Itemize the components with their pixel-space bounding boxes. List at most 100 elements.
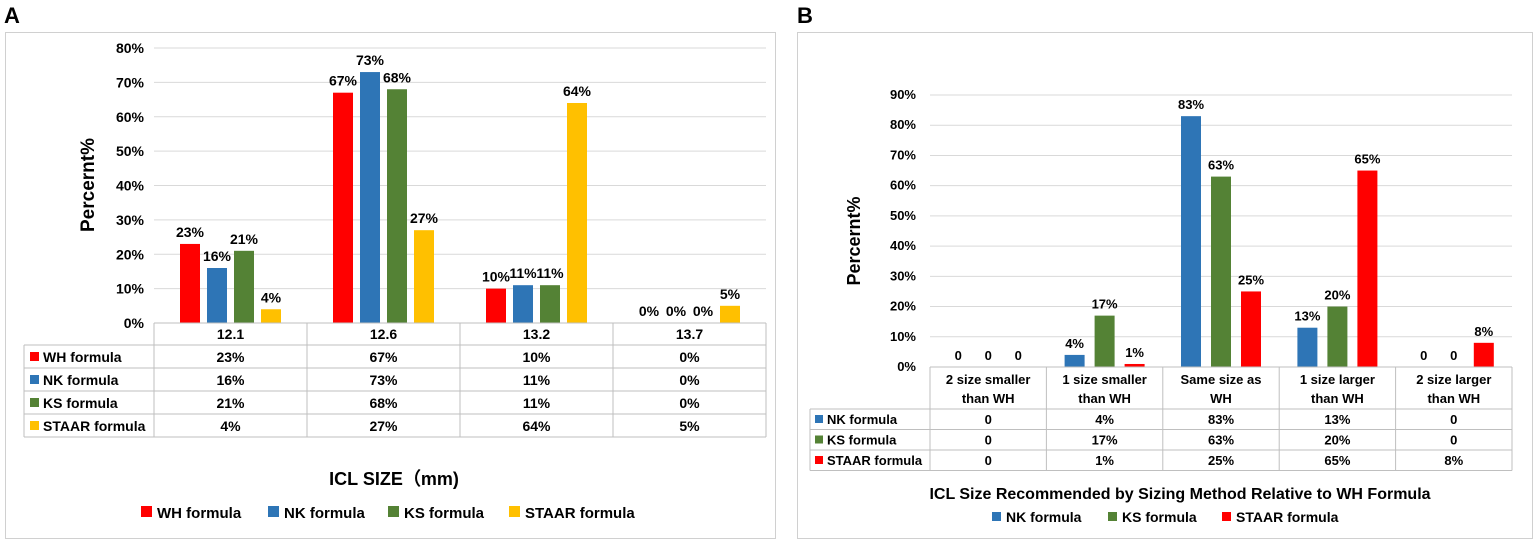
data-label: 8%: [1474, 324, 1493, 339]
x-tick-label-line1: 1 size smaller: [1062, 372, 1147, 387]
data-label: 0: [1420, 348, 1427, 363]
y-tick-label: 70%: [890, 147, 916, 162]
bar: [387, 89, 407, 323]
table-legend-key: [30, 398, 39, 407]
table-row-label: WH formula: [43, 349, 122, 365]
data-label: 5%: [720, 286, 741, 302]
data-label: 0%: [693, 303, 714, 319]
table-cell: 0: [1450, 433, 1457, 448]
bar: [180, 243, 200, 323]
x-tick-label-line1: Same size as: [1181, 372, 1262, 387]
data-label: 65%: [1354, 152, 1380, 167]
bar: [1327, 306, 1348, 367]
x-axis-title: ICL SIZE（mm): [329, 469, 459, 489]
data-label: 0%: [639, 303, 660, 319]
table-row-label: STAAR formula: [43, 418, 146, 434]
table-cell: 68%: [369, 395, 398, 411]
table-legend-key: [815, 415, 823, 423]
legend-key: [268, 506, 279, 517]
y-tick-label: 40%: [890, 238, 916, 253]
bar: [1181, 116, 1201, 368]
data-label: 67%: [329, 73, 358, 89]
legend-label: STAAR formula: [1236, 509, 1339, 525]
data-label: 4%: [1065, 336, 1084, 351]
table-legend-key: [30, 352, 39, 361]
bar: [1357, 170, 1378, 367]
legend-label: STAAR formula: [525, 505, 635, 522]
bar: [1094, 315, 1115, 367]
y-tick-label: 80%: [116, 40, 145, 56]
data-label: 4%: [261, 289, 282, 305]
table-cell: 17%: [1092, 433, 1118, 448]
table-row-label: KS formula: [43, 395, 118, 411]
data-label: 64%: [563, 83, 592, 99]
data-label: 27%: [410, 210, 439, 226]
bar: [207, 268, 227, 323]
bar: [720, 305, 740, 323]
x-tick-label: 13.2: [523, 326, 550, 342]
bar: [360, 72, 380, 323]
data-label: 1%: [1125, 345, 1144, 360]
bar: [1211, 176, 1231, 367]
legend-key: [388, 506, 399, 517]
data-label: 11%: [509, 265, 537, 281]
table-cell: 21%: [216, 395, 245, 411]
y-tick-label: 60%: [116, 109, 145, 125]
x-tick-label: 13.7: [676, 326, 703, 342]
table-cell: 65%: [1324, 453, 1350, 468]
legend-label: KS formula: [1122, 509, 1197, 525]
table-cell: 4%: [220, 418, 241, 434]
chart-panel-b: 0% 10% 20% 30% 40% 50% 60% 70% 80% 90% Percernt% 0 4…: [797, 32, 1533, 539]
data-label: 0: [955, 348, 962, 363]
y-tick-label: 0%: [897, 359, 916, 374]
x-axis-title: ICL Size Recommended by Sizing Method Re…: [929, 486, 1430, 503]
data-label: 0: [1450, 348, 1457, 363]
table-row-label: NK formula: [43, 372, 119, 388]
x-tick-label-line2: than WH: [1078, 391, 1131, 406]
table-legend-key: [815, 435, 823, 444]
bar: [540, 285, 560, 323]
data-label: 17%: [1092, 297, 1118, 312]
table-cell: 63%: [1208, 433, 1234, 448]
table-row-label: STAAR formula: [827, 453, 923, 468]
table-cell: 4%: [1095, 412, 1114, 427]
table-cell: 16%: [216, 372, 245, 388]
table-cell: 73%: [369, 372, 398, 388]
x-tick-label-line1: 2 size larger: [1416, 372, 1491, 387]
bar: [333, 92, 353, 323]
data-label: 68%: [383, 69, 412, 85]
data-label: 10%: [482, 269, 511, 285]
chart-panel-a: 0% 10% 20% 30% 40% 50% 60% 70% 80% Percernt% 23% 67…: [5, 32, 776, 539]
legend-key: [1108, 512, 1117, 521]
data-label: 16%: [203, 248, 232, 264]
x-tick-label-line1: 2 size smaller: [946, 372, 1031, 387]
y-tick-label: 60%: [890, 178, 916, 193]
data-label: 0: [985, 348, 992, 363]
bar: [1124, 363, 1145, 367]
panel-letter-a: A: [4, 3, 20, 28]
table-cell: 23%: [216, 349, 245, 365]
table-cell: 0%: [679, 372, 700, 388]
panel-letter-b: B: [797, 3, 813, 28]
table-cell: 1%: [1095, 453, 1114, 468]
x-tick-label: 12.1: [217, 326, 244, 342]
table-cell: 0%: [679, 395, 700, 411]
x-tick-label: 12.6: [370, 326, 397, 342]
table-cell: 0: [985, 412, 992, 427]
y-tick-label: 30%: [116, 212, 145, 228]
table-cell: 27%: [369, 418, 398, 434]
data-label: 0: [1015, 348, 1022, 363]
y-tick-label: 10%: [116, 281, 145, 297]
chart-b-svg: 0% 10% 20% 30% 40% 50% 60% 70% 80% 90% Percernt% 0 4…: [809, 87, 1513, 525]
table-cell: 67%: [369, 349, 398, 365]
x-tick-label-line1: 1 size larger: [1300, 372, 1375, 387]
table-cell: 83%: [1208, 412, 1234, 427]
y-tick-label: 0%: [124, 315, 145, 331]
data-label: 0%: [666, 303, 687, 319]
table-legend-key: [30, 375, 39, 384]
legend-label: KS formula: [404, 505, 485, 522]
bar: [567, 103, 587, 323]
x-tick-label-line2: than WH: [1427, 391, 1480, 406]
y-tick-label: 50%: [116, 143, 145, 159]
data-label: 63%: [1208, 158, 1234, 173]
